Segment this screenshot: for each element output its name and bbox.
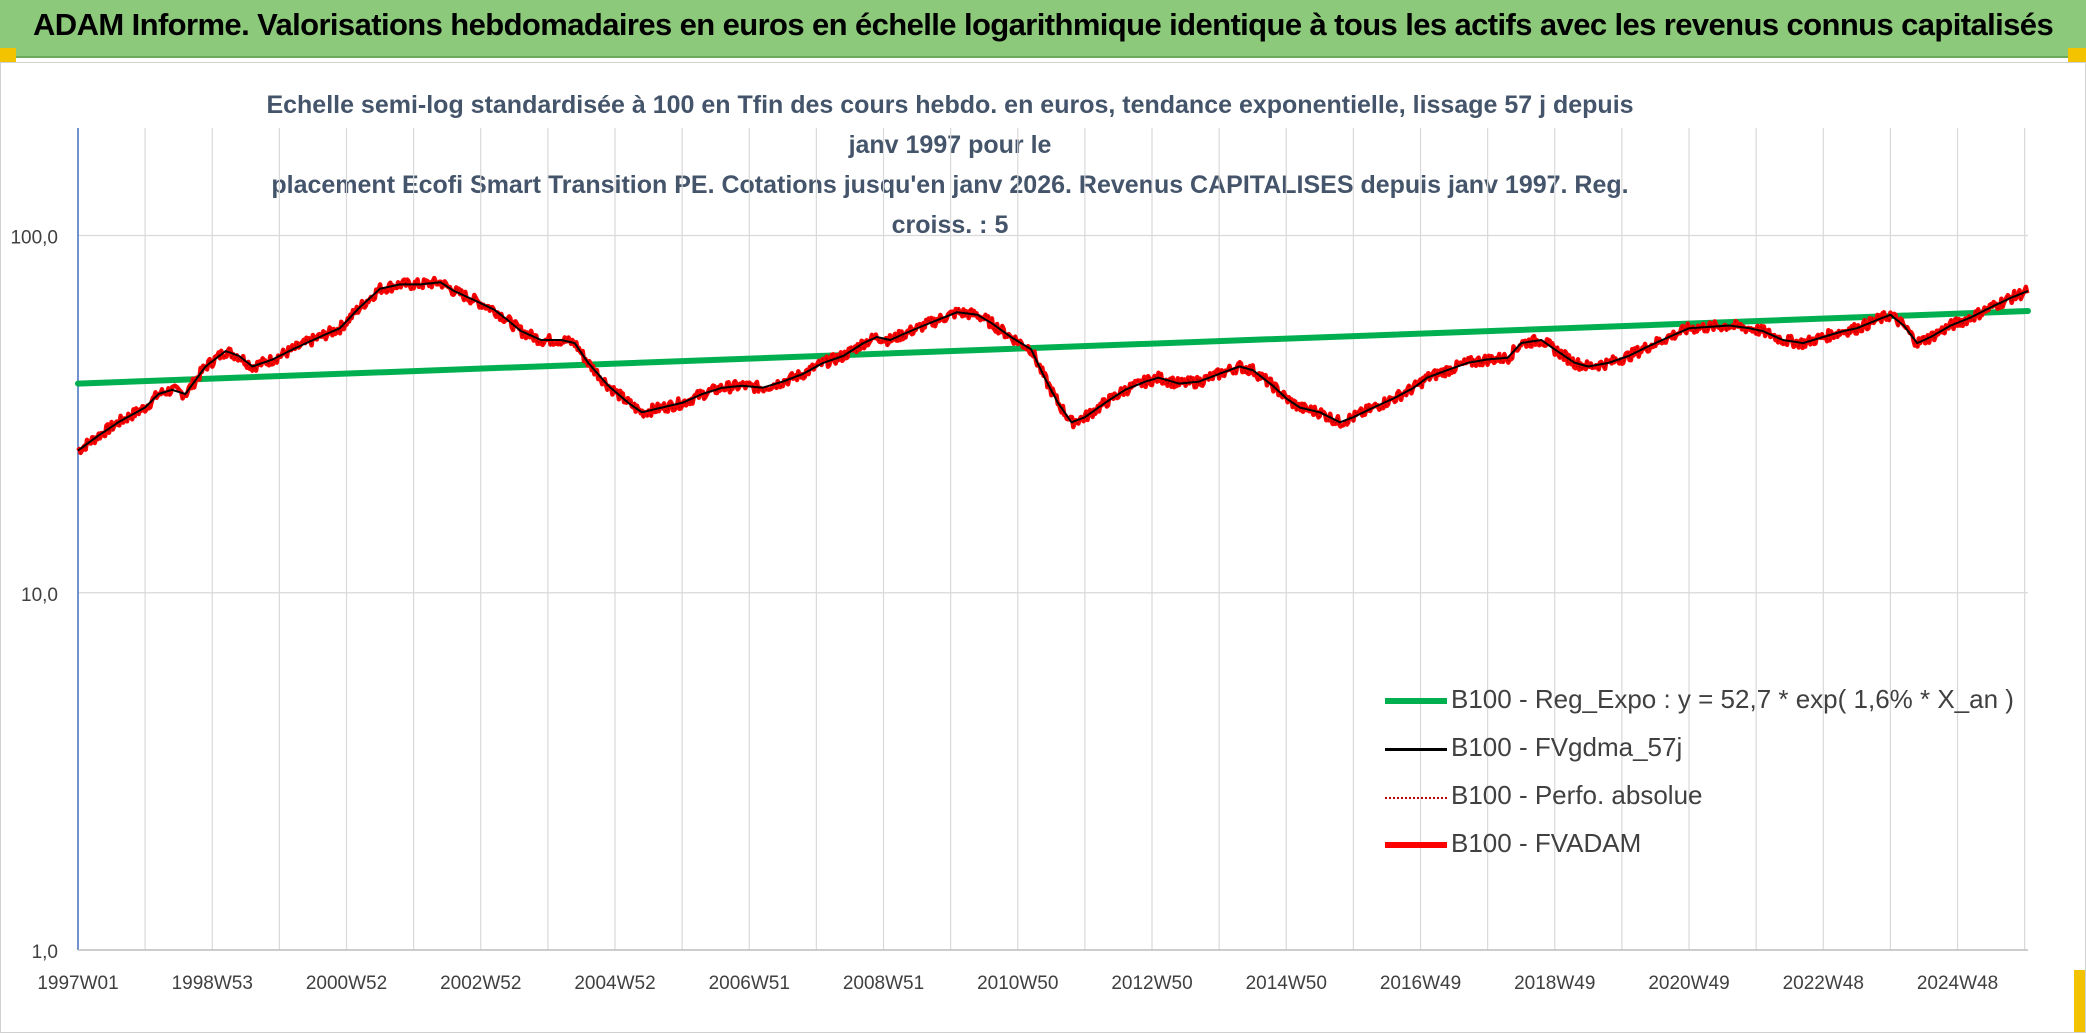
corner-mark-top-left bbox=[0, 48, 16, 62]
legend-swatch-reg-expo bbox=[1385, 698, 1447, 704]
x-tick-label: 1998W53 bbox=[172, 973, 253, 994]
report-title: ADAM Informe. Valorisations hebdomadaire… bbox=[33, 7, 2054, 42]
x-tick-label: 2010W50 bbox=[977, 973, 1058, 994]
x-tick-label: 2020W49 bbox=[1648, 973, 1729, 994]
corner-mark-top-right bbox=[2068, 48, 2086, 62]
chart-title: Echelle semi-log standardisée à 100 en T… bbox=[240, 85, 1660, 245]
x-tick-label: 2022W48 bbox=[1783, 973, 1864, 994]
y-tick-label: 10,0 bbox=[21, 585, 58, 606]
x-tick-label: 2016W49 bbox=[1380, 973, 1461, 994]
legend-swatch-perfo bbox=[1385, 797, 1447, 799]
legend-label-perfo: B100 - Perfo. absolue bbox=[1451, 780, 1703, 810]
y-tick-label: 1,0 bbox=[32, 942, 58, 963]
x-tick-label: 2012W50 bbox=[1111, 973, 1192, 994]
x-tick-label: 2008W51 bbox=[843, 973, 924, 994]
legend-swatch-fvadam bbox=[1385, 842, 1447, 848]
series-perfo-line bbox=[77, 276, 2028, 455]
x-tick-label: 2014W50 bbox=[1246, 973, 1327, 994]
legend-label-fvadam: B100 - FVADAM bbox=[1451, 828, 1642, 858]
x-tick-label: 2000W52 bbox=[306, 973, 387, 994]
legend-label-reg-expo: B100 - Reg_Expo : y = 52,7 * exp( 1,6% *… bbox=[1451, 684, 2014, 714]
series-layer bbox=[75, 275, 2031, 456]
legend-label-fvgdma: B100 - FVgdma_57j bbox=[1451, 732, 1683, 762]
legend-swatch-fvgdma bbox=[1385, 748, 1447, 751]
x-tick-label: 1997W01 bbox=[37, 973, 118, 994]
x-tick-label: 2004W52 bbox=[574, 973, 655, 994]
x-tick-label: 2006W51 bbox=[709, 973, 790, 994]
x-tick-label: 2024W48 bbox=[1917, 973, 1998, 994]
x-tick-label: 2002W52 bbox=[440, 973, 521, 994]
grid-layer bbox=[77, 128, 2028, 951]
chart-title-line-2: placement Ecofi Smart Transition PE. Cot… bbox=[271, 171, 1629, 239]
axis-layer: 1,0 10,0 100,0 1997W01 1998W53 2000W52 2002W52… bbox=[10, 128, 2028, 994]
y-tick-label: 100,0 bbox=[10, 228, 58, 249]
x-tick-label: 2018W49 bbox=[1514, 973, 1595, 994]
chart-title-line-1: Echelle semi-log standardisée à 100 en T… bbox=[266, 91, 1634, 159]
report-banner: ADAM Informe. Valorisations hebdomadaire… bbox=[0, 0, 2086, 58]
corner-mark-bottom-right bbox=[2074, 970, 2086, 1033]
series-fvgdma-line bbox=[77, 281, 2029, 452]
series-fvadam-line bbox=[76, 275, 2030, 456]
